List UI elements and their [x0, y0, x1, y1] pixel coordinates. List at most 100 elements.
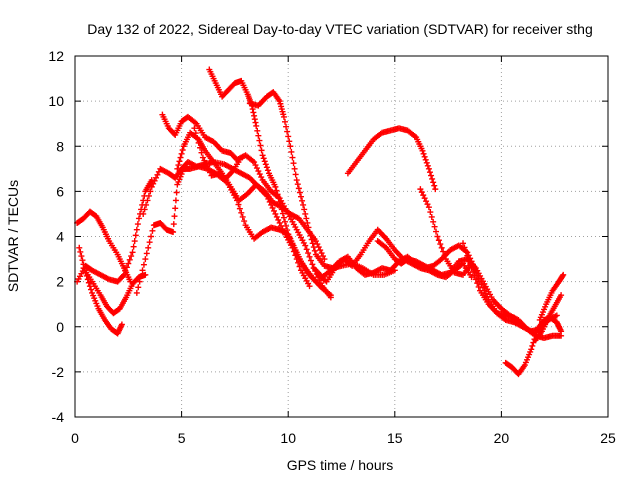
data-point [205, 166, 212, 173]
data-point [138, 272, 145, 279]
tick-labels: 0 5 10 15 20 25 -4 -2 0 2 4 6 8 10 12 [48, 48, 616, 446]
data-point [311, 247, 318, 254]
series-track-16 [374, 238, 565, 342]
data-point [257, 142, 264, 149]
data-point [310, 244, 317, 251]
data-series [74, 66, 567, 378]
data-point [559, 272, 566, 279]
data-point [303, 215, 310, 222]
data-point [282, 118, 289, 125]
data-point [173, 189, 180, 196]
data-point [147, 188, 154, 195]
data-point [191, 125, 198, 132]
y-tick-label: -4 [52, 409, 65, 425]
data-point [471, 272, 478, 279]
data-point [422, 156, 429, 163]
data-point [79, 257, 86, 264]
y-tick-label: 6 [56, 183, 64, 199]
data-point [286, 138, 293, 145]
x-tick-label: 0 [71, 430, 79, 446]
data-point [274, 191, 281, 198]
data-point [272, 210, 279, 217]
data-point [278, 206, 285, 213]
data-point [133, 226, 140, 233]
data-point [170, 228, 177, 235]
data-point [294, 181, 301, 188]
data-point [307, 232, 314, 239]
y-tick-label: 12 [48, 48, 64, 64]
data-point [176, 158, 183, 165]
data-point [251, 112, 258, 119]
data-point [179, 147, 186, 154]
data-point [307, 257, 314, 264]
data-point [148, 233, 155, 240]
data-point [123, 264, 130, 271]
data-point [143, 201, 150, 208]
data-point [300, 201, 307, 208]
data-point [305, 250, 312, 257]
data-point [472, 276, 479, 283]
series-track-2 [74, 208, 134, 285]
data-point [305, 224, 312, 231]
data-point [254, 127, 261, 134]
data-point [135, 215, 142, 222]
data-point [150, 180, 157, 187]
data-point [308, 236, 315, 243]
data-point [177, 154, 184, 161]
data-point [428, 213, 435, 220]
y-tick-label: 2 [56, 274, 64, 290]
data-point [460, 240, 467, 247]
data-point [560, 271, 567, 278]
data-point [128, 253, 135, 260]
data-point [261, 158, 268, 165]
data-point [417, 186, 424, 193]
data-point [251, 116, 258, 123]
data-point [145, 192, 152, 199]
data-point [296, 189, 303, 196]
data-point [431, 223, 438, 230]
data-point [139, 267, 146, 274]
series-track-19 [532, 292, 565, 344]
data-point [258, 147, 265, 154]
data-point [194, 134, 201, 141]
data-point [148, 177, 155, 184]
data-point [145, 244, 152, 251]
data-point [132, 232, 139, 239]
data-point [468, 265, 475, 272]
series-track-1 [74, 177, 155, 285]
data-point [426, 169, 433, 176]
data-point [420, 192, 427, 199]
data-point [171, 213, 178, 220]
data-point [146, 239, 153, 246]
data-point [154, 171, 161, 178]
y-axis-label: SDTVAR / TECUs [5, 180, 21, 292]
series-track-5 [133, 154, 245, 296]
data-point [433, 228, 440, 235]
data-point [140, 261, 147, 268]
series-track-14 [344, 125, 439, 193]
data-point [434, 233, 441, 240]
data-point [288, 148, 295, 155]
data-point [469, 268, 476, 275]
data-point [421, 195, 428, 202]
data-point [302, 210, 309, 217]
x-tick-label: 25 [600, 430, 616, 446]
data-point [270, 207, 277, 214]
data-point [234, 197, 241, 204]
y-tick-label: -2 [52, 364, 65, 380]
data-point [259, 152, 266, 159]
data-point [236, 205, 243, 212]
data-point [425, 165, 432, 172]
data-point [195, 139, 202, 146]
data-point [260, 155, 267, 162]
data-point [284, 128, 291, 135]
data-point [134, 221, 141, 228]
data-point [77, 248, 84, 255]
data-point [85, 279, 92, 286]
data-point [273, 187, 280, 194]
data-point [312, 238, 319, 245]
data-point [303, 246, 310, 253]
data-point [301, 206, 308, 213]
data-point [250, 109, 257, 116]
